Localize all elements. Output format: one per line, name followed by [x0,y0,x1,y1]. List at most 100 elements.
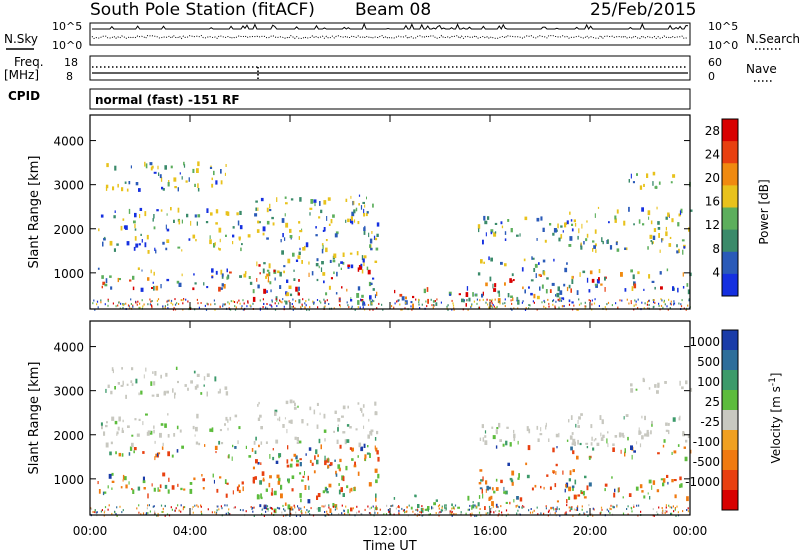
data-cell [342,252,345,257]
data-cell [307,475,309,481]
data-cell [679,380,681,386]
data-cell [114,420,118,425]
data-cell [686,496,689,502]
noise-right-tick-bottom: 10^0 [708,39,738,52]
data-cell [575,423,577,428]
data-cell [557,223,559,229]
data-cell [151,483,153,487]
data-cell [100,214,104,218]
data-cell [652,480,656,485]
data-cell [162,305,164,308]
data-cell [513,433,516,439]
data-cell [548,509,550,512]
data-cell [198,306,200,309]
data-cell [345,198,348,202]
data-cell [289,228,292,233]
data-cell [167,434,170,438]
data-cell [297,405,299,408]
data-cell [177,187,179,192]
data-cell [257,417,261,421]
data-cell [487,216,490,220]
data-cell [222,303,224,306]
data-cell [504,305,506,308]
data-cell [350,299,353,302]
data-cell [206,302,208,305]
data-cell [484,220,488,225]
data-cell [143,487,146,490]
data-cell [267,280,270,283]
data-cell [150,381,153,386]
data-cell [107,300,109,303]
data-cell [121,430,124,433]
velocity-data-cells [90,366,693,517]
data-cell [554,307,556,310]
data-cell [666,510,668,513]
power-y-tick-label: 1000 [53,267,84,281]
data-cell [234,414,238,418]
data-cell [630,269,633,273]
data-cell [324,438,326,442]
data-cell [197,188,200,192]
data-cell [496,427,499,430]
data-cell [671,218,674,223]
data-cell [164,514,166,517]
data-cell [641,301,643,304]
data-cell [679,415,681,418]
data-cell [117,304,119,307]
data-cell [670,181,673,184]
data-cell [412,295,415,299]
data-cell [540,485,542,489]
data-cell [120,486,123,489]
data-cell [368,482,372,487]
data-cell [663,299,665,302]
data-cell [122,509,124,512]
data-cell [636,173,638,176]
data-cell [332,259,336,263]
data-cell [299,493,302,498]
data-cell [308,272,310,277]
data-cell [376,450,379,455]
data-cell [571,506,573,509]
data-cell [335,470,337,475]
data-cell [562,470,564,475]
data-cell [357,455,359,458]
data-cell [598,269,601,274]
data-cell [673,300,675,303]
data-cell [149,510,151,513]
data-cell [142,476,145,481]
data-cell [511,481,514,486]
data-cell [492,505,494,508]
data-cell [689,387,693,392]
data-cell [534,263,538,268]
data-cell [283,508,285,511]
data-cell [486,298,488,301]
data-cell [653,299,655,302]
x-tick-label: 00:00 [673,524,708,538]
data-cell [268,271,271,277]
data-cell [449,293,451,296]
velocity-colorbar-tick-label: -500 [693,455,720,469]
data-cell [339,444,342,449]
data-cell [142,305,144,308]
data-cell [621,432,624,437]
data-cell [517,477,520,480]
data-cell [96,300,99,303]
data-cell [155,453,157,458]
data-cell [366,196,367,200]
velocity-colorbar-swatch [722,330,738,351]
data-cell [327,464,330,469]
data-cell [292,298,294,301]
data-cell [398,299,400,302]
data-cell [267,508,269,511]
data-cell [281,250,284,255]
data-cell [295,259,299,262]
data-cell [358,442,362,448]
data-cell [164,305,166,308]
data-cell [673,303,675,306]
data-cell [488,505,491,508]
data-cell [493,511,495,514]
data-cell [181,273,183,277]
data-cell [324,460,327,466]
